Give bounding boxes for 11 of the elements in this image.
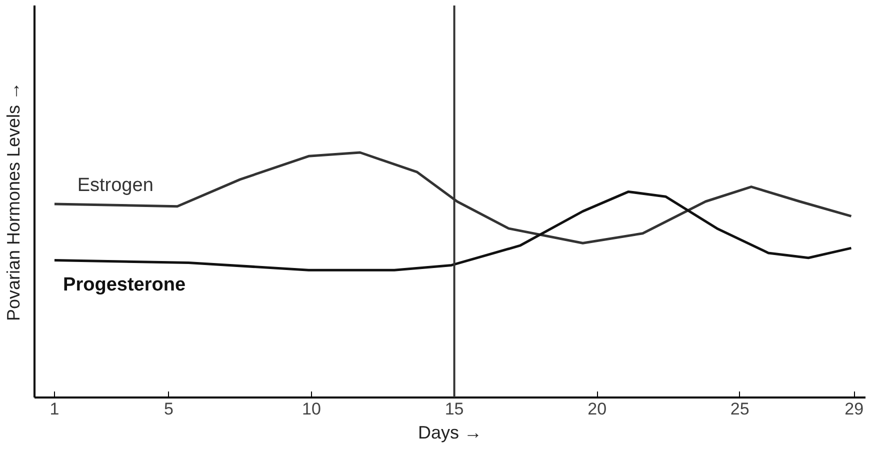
series-label: Progesterone xyxy=(63,274,186,296)
x-tick-label: 25 xyxy=(730,400,750,418)
x-tick-label: 29 xyxy=(844,400,864,418)
x-tick-label: 1 xyxy=(50,400,60,418)
x-tick-label: 5 xyxy=(164,400,174,418)
x-tick-label: 20 xyxy=(588,400,607,418)
x-tick-label: 10 xyxy=(302,400,321,418)
y-axis-title: Povarian Hormones Levels → xyxy=(4,82,24,322)
series-label: Estrogen xyxy=(77,174,154,196)
x-axis-title: Days → xyxy=(418,422,482,442)
x-tick-label: 15 xyxy=(444,400,464,418)
